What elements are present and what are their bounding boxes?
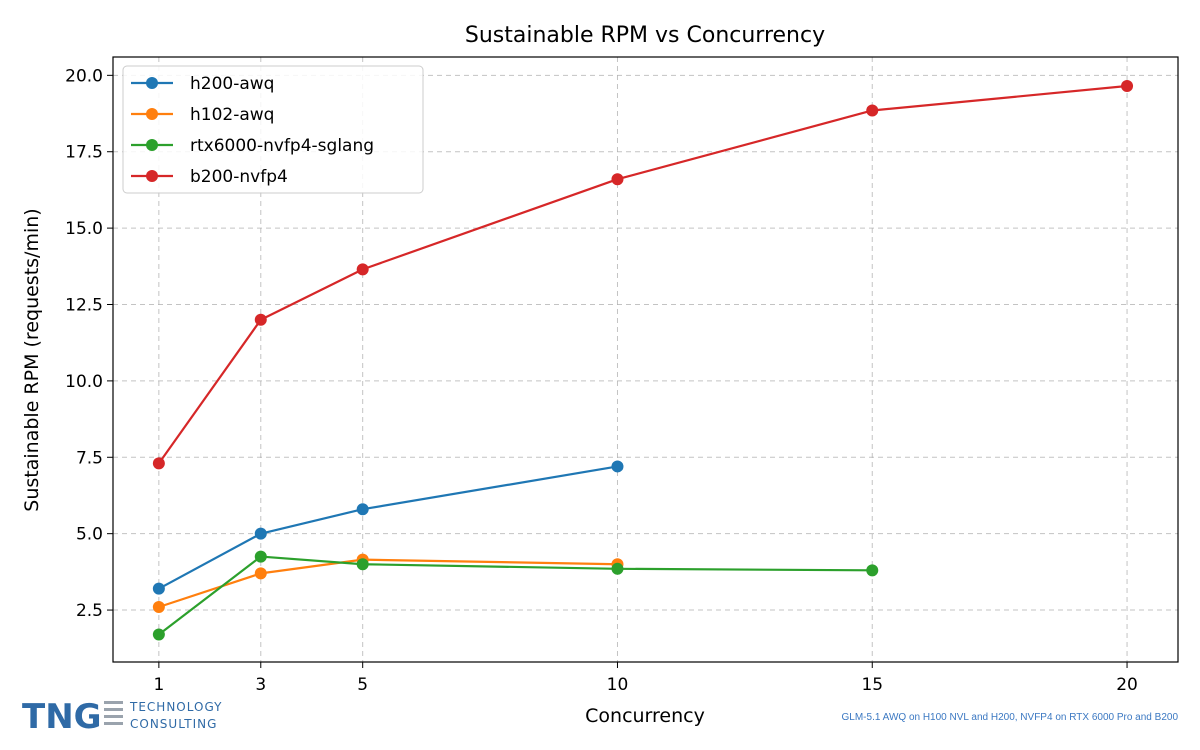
legend-item: rtx6000-nvfp4-sglang	[131, 136, 374, 156]
data-point	[356, 263, 369, 276]
x-axis-label: Concurrency	[585, 705, 705, 727]
y-tick-label: 12.5	[65, 296, 103, 316]
x-tick-label: 20	[1116, 675, 1138, 695]
y-tick-label: 15.0	[65, 219, 103, 239]
legend-marker	[146, 108, 158, 120]
data-point	[1121, 80, 1134, 93]
legend-marker	[146, 139, 158, 151]
logo-line1: TECHNOLOGY	[129, 700, 222, 714]
x-tick-label: 5	[357, 675, 368, 695]
logo-stripes-icon	[104, 701, 123, 725]
chart-title: Sustainable RPM vs Concurrency	[465, 23, 825, 48]
legend-label: rtx6000-nvfp4-sglang	[190, 136, 374, 156]
data-point	[254, 567, 267, 580]
legend-marker	[146, 77, 158, 89]
x-tick-label: 10	[607, 675, 629, 695]
tng-logo: TNG TECHNOLOGY CONSULTING	[22, 697, 222, 737]
data-point	[611, 460, 624, 473]
data-point	[152, 582, 165, 595]
series-h102-awq	[152, 553, 624, 613]
legend-item: h102-awq	[131, 105, 274, 125]
y-tick-label: 20.0	[65, 66, 103, 86]
series-h200-awq	[152, 460, 624, 595]
legend-item: h200-awq	[131, 74, 274, 94]
series-layer	[152, 80, 1134, 641]
data-point	[152, 457, 165, 470]
series-rtx6000-nvfp4-sglang	[152, 550, 879, 641]
data-point	[866, 104, 879, 117]
x-tick-label: 15	[861, 675, 883, 695]
footnote: GLM-5.1 AWQ on H100 NVL and H200, NVFP4 …	[842, 712, 1179, 723]
ticks: 1 3 5 10 15 20 2.5 5.0 7.5 10.0 12.5 15.0 17.5 20.0	[65, 66, 1138, 695]
legend-label: b200-nvfp4	[190, 167, 288, 187]
legend-marker	[146, 170, 158, 182]
series-b200-nvfp4	[152, 80, 1134, 470]
y-tick-label: 10.0	[65, 372, 103, 392]
legend-item: b200-nvfp4	[131, 167, 288, 187]
series-line	[158, 558, 618, 609]
legend-box	[122, 65, 424, 194]
logo-main-text: TNG	[22, 697, 102, 737]
y-tick-label: 7.5	[76, 448, 103, 468]
data-point	[254, 313, 267, 326]
series-line	[157, 84, 1128, 465]
data-point	[611, 562, 624, 575]
legend-label: h200-awq	[190, 74, 274, 94]
y-tick-label: 2.5	[76, 601, 103, 621]
data-point	[356, 503, 369, 516]
legend-label: h102-awq	[190, 105, 274, 125]
y-axis-label: Sustainable RPM (requests/min)	[21, 208, 43, 511]
series-line	[158, 555, 873, 636]
x-tick-label: 3	[255, 675, 266, 695]
data-point	[254, 550, 267, 563]
legend: h200-awq h102-awq rtx6000-nvfp4-sglang b200…	[122, 65, 424, 194]
data-point	[611, 173, 624, 186]
data-point	[152, 628, 165, 641]
y-tick-label: 17.5	[65, 143, 103, 163]
plot-frame	[112, 56, 1179, 663]
data-point	[866, 564, 879, 577]
logo-line2: CONSULTING	[130, 717, 217, 731]
data-point	[356, 558, 369, 571]
series-line	[158, 465, 618, 590]
y-tick-label: 5.0	[76, 525, 103, 545]
x-tick-label: 1	[153, 675, 164, 695]
data-point	[254, 527, 267, 540]
data-point	[152, 601, 165, 613]
